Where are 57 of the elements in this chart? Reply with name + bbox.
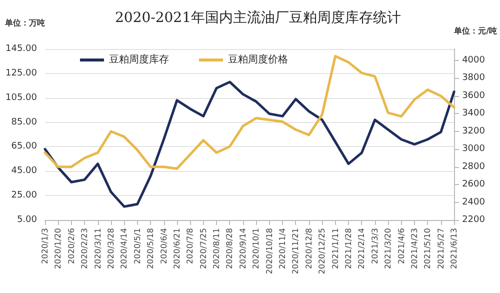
y2-tick-label: 2400: [462, 197, 486, 208]
x-tick-label: 2021/1/28: [344, 228, 354, 270]
x-tick-label: 2020/2/6: [66, 228, 76, 264]
x-tick-label: 2021/5/10: [423, 228, 432, 270]
x-tick-label: 2020/11/21: [291, 228, 300, 274]
x-tick-label: 2020/5/1: [132, 228, 142, 264]
y2-tick-label: 2600: [462, 180, 486, 190]
x-tick-label: 2020/8/28: [225, 228, 234, 270]
x-tick-label: 2020/1/3: [40, 228, 50, 264]
y-tick-label: 65.00: [11, 142, 38, 152]
y2-tick-label: 3600: [462, 90, 486, 101]
x-tick-label: 2021/4/23: [410, 228, 419, 270]
legend-label: 豆粕周度库存: [109, 54, 169, 66]
x-tick-label: 2020/6/4: [159, 228, 168, 264]
y2-tick-label: 3000: [462, 144, 486, 154]
x-tick-label: 2020/2/23: [80, 228, 90, 270]
y2-axis-title: 单位：元/吨: [453, 26, 497, 36]
x-tick-label: 2020/3/11: [93, 228, 102, 270]
y-axis-title: 单位：万吨: [4, 18, 45, 28]
y-tick-label: 105.00: [6, 92, 38, 103]
x-tick-label: 2021/6/13: [450, 228, 459, 270]
y2-tick-label: 3400: [462, 108, 486, 119]
x-tick-label: 2020/4/14: [120, 228, 129, 270]
y-tick-label: 85.00: [11, 117, 38, 128]
x-tick-label: 2020/7/25: [198, 228, 208, 270]
x-tick-label: 2021/1/11: [330, 228, 340, 270]
y2-tick-label: 3800: [462, 73, 486, 84]
y2-tick-label: 2800: [462, 162, 486, 172]
y-tick-label: 25.00: [11, 190, 38, 201]
x-tick-label: 2020/12/25: [318, 228, 327, 274]
x-tick-label: 2020/8/11: [212, 228, 222, 270]
y2-tick-label: 2200: [462, 215, 486, 225]
y-tick-label: 145.00: [6, 44, 38, 54]
y2-tick-label: 3200: [462, 126, 486, 136]
x-tick-label: 2020/3/28: [106, 228, 116, 270]
chart-title: 2020-2021年国内主流油厂豆粕周度库存统计: [115, 10, 401, 26]
x-tick-label: 2020/10/1: [252, 228, 261, 270]
x-tick-label: 2021/3/3: [370, 228, 380, 264]
line-series: [44, 80, 456, 208]
x-tick-label: 2020/6/21: [172, 228, 182, 270]
y-tick-label: 125.00: [6, 68, 38, 78]
legend-label: 豆粕周度价格: [228, 54, 288, 66]
x-tick-label: 2021/2/14: [357, 228, 366, 270]
x-tick-label: 2020/1/20: [54, 228, 63, 270]
x-tick-label: 2020/5/18: [146, 228, 156, 270]
x-tick-label: 2021/4/6: [396, 228, 406, 264]
x-tick-label: 2020/7/8: [186, 228, 195, 264]
x-tick-label: 2021/5/27: [436, 228, 446, 270]
y-tick-label: 45.00: [11, 166, 38, 176]
line-series: [44, 54, 456, 170]
x-tick-label: 2020/11/4: [278, 228, 288, 270]
y2-tick-label: 4000: [462, 56, 486, 66]
x-tick-label: 2020/9/14: [238, 228, 248, 270]
x-tick-label: 2021/3/20: [384, 228, 393, 270]
x-tick-label: 2020/12/8: [304, 228, 314, 270]
x-tick-label: 2020/10/18: [264, 228, 274, 274]
y-tick-label: 5.00: [16, 215, 38, 225]
